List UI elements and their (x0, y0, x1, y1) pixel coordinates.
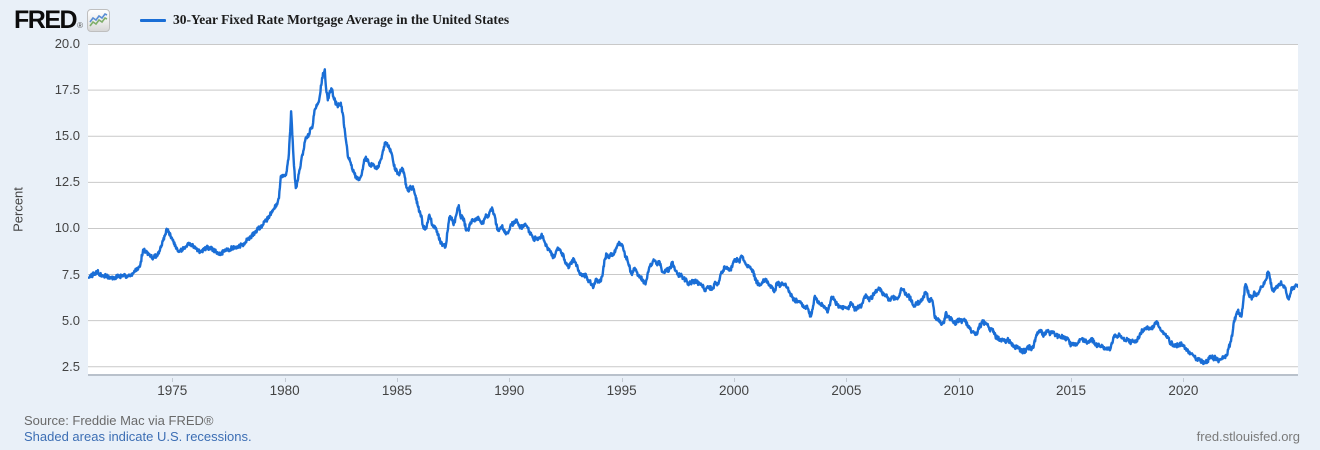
x-tick-mark (1071, 378, 1073, 382)
y-tick-label: 12.5 (54, 174, 80, 190)
x-tick-label: 1975 (157, 383, 188, 398)
x-tick-mark (284, 378, 286, 382)
x-tick-mark (958, 378, 960, 382)
x-tick-label: 1990 (494, 383, 525, 398)
fred-logo-text: FRED (14, 6, 78, 34)
fred-logo[interactable]: FRED ® (14, 6, 110, 34)
y-tick-label: 15.0 (54, 128, 80, 144)
y-tick-label: 20.0 (54, 36, 80, 51)
x-tick-label: 2015 (1056, 383, 1087, 398)
x-tick-label: 1985 (381, 383, 412, 398)
x-tick-mark (621, 378, 623, 382)
series-color-dash (139, 18, 166, 22)
source-attribution: Source: Freddie Mac via FRED® (24, 413, 214, 428)
x-tick-mark (1183, 378, 1185, 382)
recession-note-link[interactable]: Shaded areas indicate U.S. recessions. (24, 429, 252, 444)
fred-site-link[interactable]: fred.stlouisfed.org (1196, 429, 1300, 444)
registered-trademark-mark: ® (77, 21, 83, 30)
y-tick-label: 2.5 (61, 358, 80, 374)
y-tick-label: 7.5 (61, 266, 80, 282)
x-tick-label: 1995 (606, 383, 637, 398)
y-tick-label: 17.5 (54, 82, 80, 98)
x-tick-label: 2000 (718, 383, 750, 398)
x-tick-mark (734, 378, 735, 382)
series-legend: 30-Year Fixed Rate Mortgage Average in t… (139, 12, 510, 28)
plot-area[interactable] (88, 44, 1298, 376)
series-legend-label: 30-Year Fixed Rate Mortgage Average in t… (172, 12, 510, 27)
chart-header: FRED ® 30-Year Fixed Rate Mortgage Avera… (14, 5, 509, 35)
y-tick-label: 10.0 (54, 220, 80, 236)
x-tick-label: 2010 (943, 383, 974, 398)
x-tick-label: 2005 (831, 383, 862, 398)
y-tick-label: 5.0 (61, 312, 80, 328)
fred-logo-chart-icon (86, 9, 110, 32)
mortgage-rate-line-chart[interactable] (88, 44, 1298, 376)
x-tick-label: 1980 (269, 383, 300, 398)
x-tick-mark (396, 378, 398, 382)
x-tick-mark (509, 378, 511, 382)
x-tick-mark (846, 378, 848, 382)
footer-notes: Source: Freddie Mac via FRED® Shaded are… (24, 413, 252, 445)
x-tick-mark (172, 378, 174, 382)
x-tick-label: 2020 (1168, 383, 1199, 398)
